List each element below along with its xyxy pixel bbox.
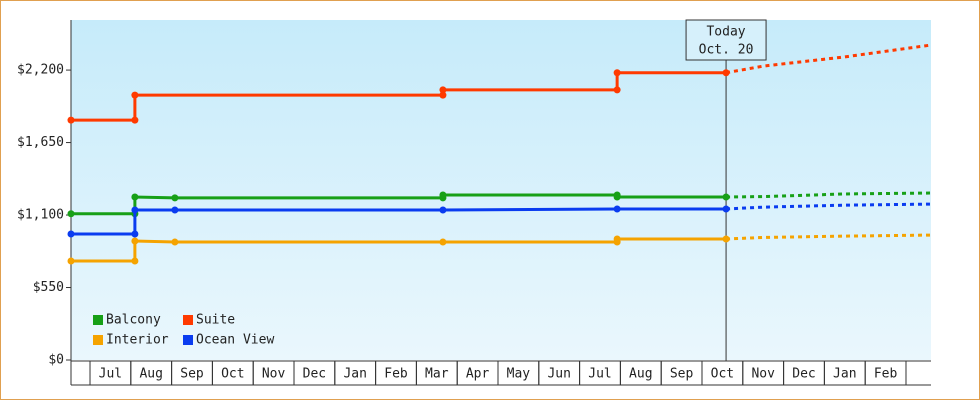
legend-swatch <box>93 335 103 345</box>
x-tick-label: Aug <box>629 367 652 382</box>
x-tick-label: Oct <box>221 367 244 382</box>
point <box>131 230 139 238</box>
point <box>131 91 139 99</box>
plot-area <box>71 20 931 360</box>
point <box>439 191 447 199</box>
point <box>171 194 179 202</box>
forecast-line <box>726 191 932 199</box>
legend-label: Suite <box>196 313 235 328</box>
x-tick-label: Aug <box>139 367 162 382</box>
y-tick-label: $1,100 <box>17 208 64 223</box>
x-tick-label: Apr <box>466 367 490 382</box>
point <box>613 193 621 201</box>
today-box <box>685 19 767 61</box>
x-tick-label: Jul <box>588 367 611 382</box>
x-tick-label: Jan <box>833 367 856 382</box>
point <box>439 86 447 94</box>
point <box>131 237 139 245</box>
point <box>67 210 75 218</box>
x-tick-label: Jan <box>343 367 366 382</box>
x-tick-label: Feb <box>874 367 898 382</box>
x-tick-label: May <box>507 367 531 382</box>
x-tick-cell <box>864 360 907 386</box>
legend-label: Interior <box>106 333 169 348</box>
point <box>439 238 447 246</box>
point <box>67 257 75 265</box>
x-tick-label: Sep <box>180 367 204 382</box>
point <box>171 238 179 246</box>
point <box>613 235 621 243</box>
legend-label: Balcony <box>106 313 161 328</box>
point <box>722 193 730 201</box>
annotation-text: Today <box>706 25 745 40</box>
x-tick-label: Feb <box>384 367 408 382</box>
point <box>131 257 139 265</box>
point <box>722 205 730 213</box>
forecast-line <box>726 233 932 241</box>
forecast-line <box>725 43 932 75</box>
legend-label: Ocean View <box>196 333 274 348</box>
y-tick-label: $2,200 <box>17 63 64 78</box>
point <box>131 193 139 201</box>
y-tick-label: $1,650 <box>17 135 64 150</box>
legend-swatch <box>183 315 193 325</box>
point <box>131 116 139 124</box>
point <box>613 69 621 77</box>
x-tick-label: Dec <box>303 367 326 382</box>
point <box>439 91 447 99</box>
point <box>67 116 75 124</box>
x-tick-label: Nov <box>751 367 775 382</box>
point <box>613 86 621 94</box>
x-tick-label: Oct <box>711 367 734 382</box>
forecast-line <box>725 202 932 211</box>
x-tick-label: Jul <box>99 367 122 382</box>
x-tick-label: Mar <box>425 367 449 382</box>
point <box>613 205 621 213</box>
annotation-text: Oct. 20 <box>699 43 754 58</box>
point <box>439 206 447 214</box>
point <box>722 235 730 243</box>
y-tick-label: $550 <box>33 280 64 295</box>
x-tick-label: Nov <box>262 367 286 382</box>
legend-swatch <box>93 315 103 325</box>
x-tick-label: Sep <box>670 367 694 382</box>
point <box>67 230 75 238</box>
legend-swatch <box>183 335 193 345</box>
point <box>171 206 179 214</box>
x-tick-label: Jun <box>547 367 570 382</box>
x-tick-label: Dec <box>792 367 815 382</box>
y-tick-label: $0 <box>48 353 64 368</box>
point <box>722 69 730 77</box>
point <box>131 206 139 214</box>
